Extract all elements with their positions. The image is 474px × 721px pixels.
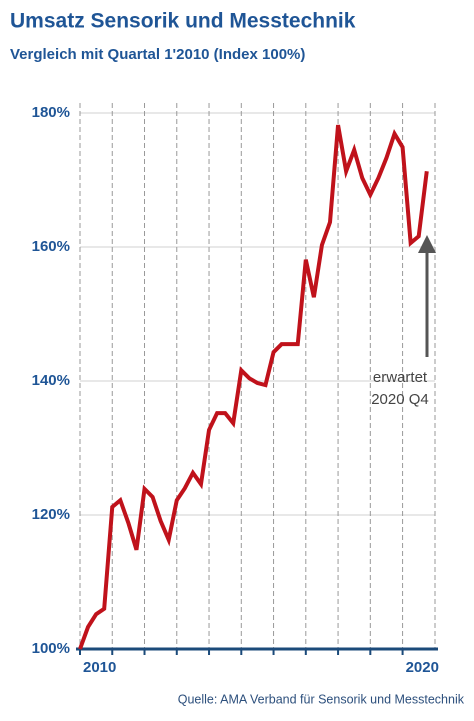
chart-title: Umsatz Sensorik und Messtechnik (10, 10, 356, 33)
plot (78, 124, 429, 650)
source-note: Quelle: AMA Verband für Sensorik und Mes… (178, 692, 465, 706)
y-tick-label: 160% (32, 238, 70, 255)
annotation-line: erwartet (373, 369, 428, 386)
chart-subtitle: Vergleich mit Quartal 1'2010 (Index 100%… (10, 46, 305, 63)
x-tick-label: 2020 (406, 659, 439, 676)
y-tick-label: 100% (32, 640, 70, 657)
y-tick-label: 120% (32, 506, 70, 523)
x-tick-label: 2010 (83, 659, 116, 676)
data-line (78, 124, 429, 650)
y-tick-label: 140% (32, 372, 70, 389)
annotation-line: 2020 Q4 (371, 391, 429, 408)
y-tick-label: 180% (32, 104, 70, 121)
